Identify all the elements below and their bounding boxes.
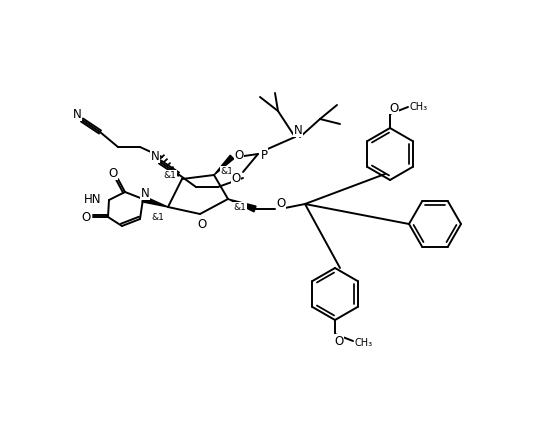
Text: &1: &1 bbox=[220, 167, 233, 176]
Text: O: O bbox=[390, 101, 399, 114]
Text: O: O bbox=[276, 197, 286, 210]
Text: CH₃: CH₃ bbox=[410, 102, 428, 112]
Text: N: N bbox=[151, 150, 159, 163]
Text: HN: HN bbox=[83, 193, 101, 206]
Text: &1: &1 bbox=[233, 203, 246, 212]
Text: O: O bbox=[231, 172, 240, 185]
Polygon shape bbox=[228, 199, 256, 212]
Text: &1: &1 bbox=[164, 171, 176, 180]
Text: P: P bbox=[261, 149, 268, 162]
Text: N: N bbox=[141, 187, 150, 200]
Text: &1: &1 bbox=[152, 213, 164, 222]
Polygon shape bbox=[214, 156, 234, 176]
Text: O: O bbox=[82, 211, 91, 224]
Polygon shape bbox=[142, 197, 168, 207]
Text: O: O bbox=[197, 218, 207, 231]
Text: N: N bbox=[73, 108, 82, 121]
Text: N: N bbox=[294, 124, 302, 137]
Text: CH₃: CH₃ bbox=[355, 337, 373, 347]
Text: O: O bbox=[335, 335, 344, 348]
Text: O: O bbox=[108, 167, 118, 180]
Text: O: O bbox=[150, 149, 159, 162]
Text: O: O bbox=[234, 149, 244, 162]
